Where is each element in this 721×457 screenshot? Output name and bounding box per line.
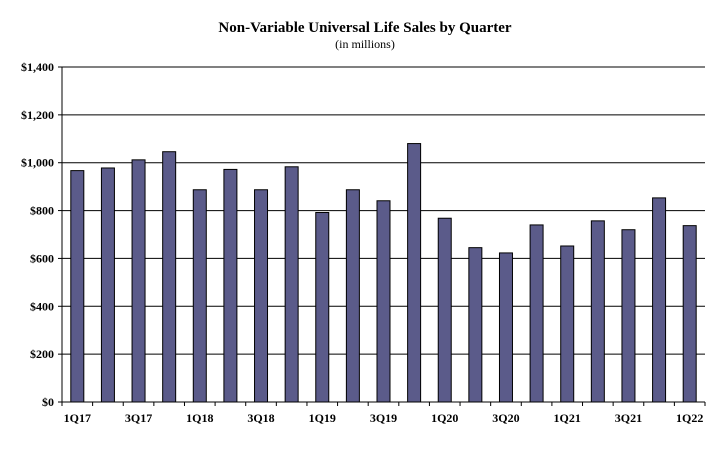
y-tick-label: $400 [30, 299, 54, 313]
bar [590, 220, 605, 403]
bar [192, 189, 207, 403]
bar [345, 189, 360, 403]
bar [437, 217, 452, 403]
y-tick-label: $1,400 [21, 60, 54, 74]
x-tick-label: 3Q20 [492, 411, 519, 425]
bar [560, 245, 575, 403]
bar [254, 189, 269, 403]
bar [407, 143, 422, 403]
bar [315, 211, 330, 403]
x-tick-label: 1Q20 [431, 411, 458, 425]
y-tick-label: $800 [30, 204, 54, 218]
y-axis-tick-labels: $0 $200 $400 $600 $800 $1,000 $1,200 $1,400 [21, 60, 54, 409]
bar [131, 159, 146, 403]
chart-subtitle: (in millions) [335, 37, 395, 51]
bar [498, 252, 513, 403]
x-tick-label: 3Q18 [247, 411, 274, 425]
x-tick-label: 1Q18 [186, 411, 213, 425]
bar [223, 168, 238, 403]
x-tick-label: 3Q21 [615, 411, 642, 425]
axes [58, 66, 706, 406]
bar [529, 224, 544, 403]
y-tick-label: $0 [42, 395, 54, 409]
x-tick-label: 3Q19 [370, 411, 397, 425]
x-tick-label: 1Q22 [676, 411, 703, 425]
x-tick-label: 1Q21 [554, 411, 581, 425]
bar [621, 229, 636, 403]
bar [468, 247, 483, 403]
bar [70, 170, 85, 403]
bar [100, 167, 115, 403]
x-tick-label: 1Q19 [309, 411, 336, 425]
y-tick-label: $200 [30, 347, 54, 361]
y-tick-label: $1,000 [21, 156, 54, 170]
bar [284, 166, 299, 403]
y-tick-label: $600 [30, 251, 54, 265]
chart-title: Non-Variable Universal Life Sales by Qua… [218, 20, 512, 36]
bar [376, 200, 391, 403]
x-axis-tick-labels: 1Q17 3Q17 1Q18 3Q18 1Q19 3Q19 1Q20 3Q20 1Q21 3Q21… [64, 411, 704, 425]
bar [162, 151, 177, 403]
y-tick-label: $1,200 [21, 108, 54, 122]
x-tick-label: 3Q17 [125, 411, 152, 425]
x-tick-label: 1Q17 [64, 411, 91, 425]
bar [652, 197, 667, 403]
bar [682, 225, 697, 403]
bars [70, 143, 697, 403]
